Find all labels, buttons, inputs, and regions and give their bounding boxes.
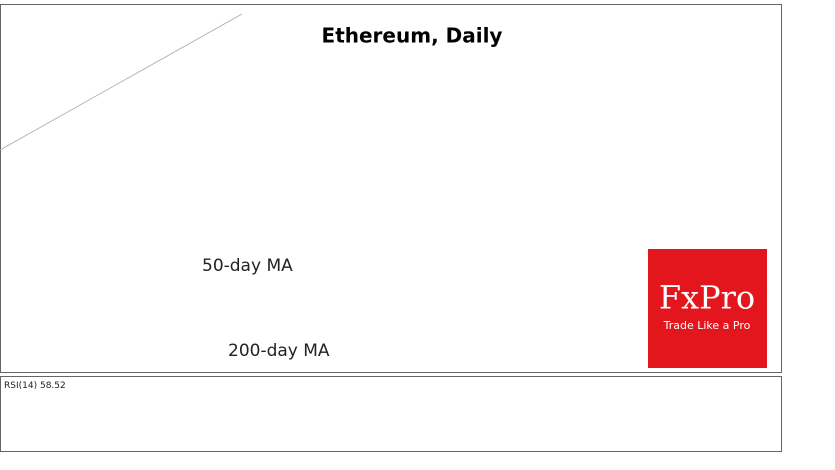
rsi-last-value: 58.52 bbox=[40, 381, 66, 391]
main-panel bbox=[0, 4, 782, 373]
rsi-label: RSI(14) 58.52 bbox=[4, 381, 66, 391]
fib-trend-line bbox=[0, 13, 243, 151]
logo-tagline: Trade Like a Pro bbox=[663, 319, 751, 332]
ma200-label: 200-day MA bbox=[228, 341, 330, 361]
ma50-label: 50-day MA bbox=[202, 256, 293, 276]
logo-box bbox=[648, 249, 767, 368]
chart-title: Ethereum, Daily bbox=[322, 24, 503, 48]
rsi-panel bbox=[0, 376, 782, 452]
logo-brand: FxPro bbox=[659, 279, 755, 317]
logo: FxPro Trade Like a Pro bbox=[648, 249, 767, 368]
rsi-name: RSI(14) bbox=[4, 381, 37, 391]
